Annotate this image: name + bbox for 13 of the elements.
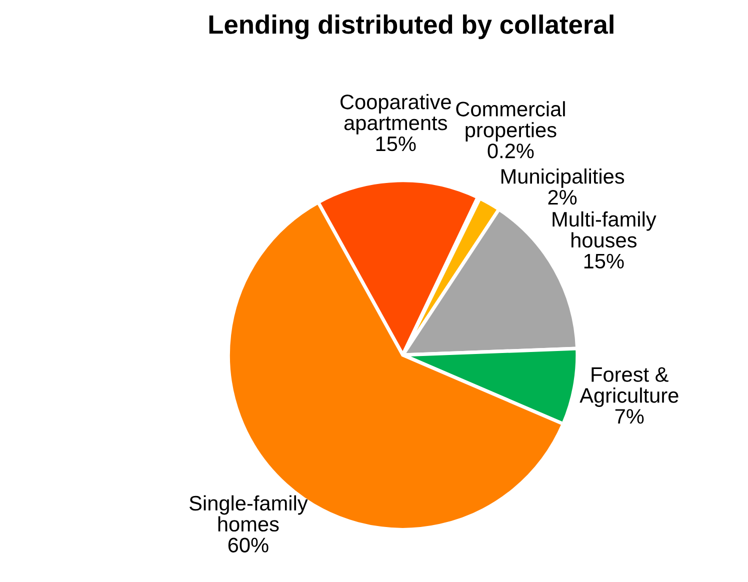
data-label: 0.2% xyxy=(488,144,534,158)
data-label: 2% xyxy=(548,190,577,205)
slice-label: Cooparative apartments xyxy=(340,94,451,134)
chart-title: Lending distributed by collateral xyxy=(209,14,614,40)
slice-label: Commercial properties xyxy=(456,101,565,142)
slice-label: Single-family homes xyxy=(190,495,308,532)
data-label: 60% xyxy=(228,538,268,552)
slice-label: Multi-family houses xyxy=(552,211,656,248)
data-label: 15% xyxy=(584,254,624,269)
slice-label: Municipalities xyxy=(501,168,624,188)
data-label: 15% xyxy=(376,136,416,152)
slice-label: Forest & Agriculture xyxy=(580,367,678,407)
data-label: 7% xyxy=(615,409,644,424)
